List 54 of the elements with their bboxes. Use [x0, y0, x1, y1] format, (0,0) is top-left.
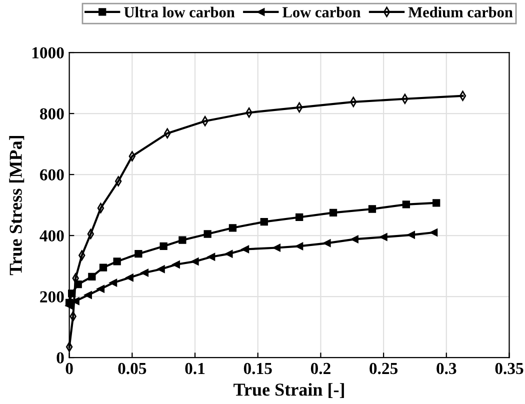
legend-label: Ultra low carbon	[124, 6, 235, 18]
point	[208, 253, 216, 261]
point	[329, 208, 338, 216]
point	[113, 258, 121, 266]
point	[126, 274, 134, 282]
x-tick-label: 0.15	[244, 362, 272, 374]
y-tick-label: 800	[40, 108, 64, 120]
legend-label: Medium carbon	[408, 6, 513, 18]
point	[402, 200, 410, 208]
point	[241, 245, 250, 254]
point	[459, 90, 466, 101]
x-tick-label: 0.25	[370, 362, 398, 374]
y-tick-label: 600	[40, 169, 64, 180]
point	[296, 242, 304, 250]
point	[368, 205, 376, 213]
point	[432, 199, 440, 207]
point	[272, 244, 281, 252]
x-tick-label: 0.1	[185, 362, 205, 374]
x-axis-title: True Strain [-]	[234, 383, 344, 398]
point	[96, 285, 105, 293]
point	[380, 233, 388, 241]
y-tick-label: 400	[40, 230, 64, 242]
point	[225, 250, 233, 258]
x-tick-label: 0	[66, 362, 73, 374]
point	[134, 250, 142, 258]
x-tick-label: 0.35	[495, 362, 524, 374]
point	[323, 239, 331, 247]
point	[430, 228, 438, 236]
y-tick-label: 200	[40, 291, 64, 302]
y-tick-label: 0	[56, 352, 64, 364]
point	[178, 236, 186, 244]
point	[66, 342, 73, 352]
point	[407, 231, 416, 239]
point	[296, 213, 304, 222]
point	[114, 176, 122, 186]
legend-label: Low carbon	[282, 6, 361, 18]
point	[84, 291, 92, 299]
point	[228, 224, 237, 232]
point	[204, 230, 212, 238]
x-tick-label: 0.3	[436, 362, 456, 374]
point	[99, 264, 108, 272]
point	[350, 235, 358, 244]
point	[172, 260, 180, 268]
point	[109, 278, 118, 287]
point	[160, 242, 168, 250]
point	[140, 268, 149, 277]
point	[260, 218, 268, 226]
y-tick-label: 1000	[32, 47, 64, 58]
point	[157, 265, 165, 273]
x-tick-label: 0.2	[310, 362, 330, 374]
x-tick-label: 0.05	[118, 362, 146, 374]
y-axis-title: True Stress [MPa]	[9, 136, 24, 276]
point	[88, 272, 96, 281]
point	[191, 258, 199, 266]
